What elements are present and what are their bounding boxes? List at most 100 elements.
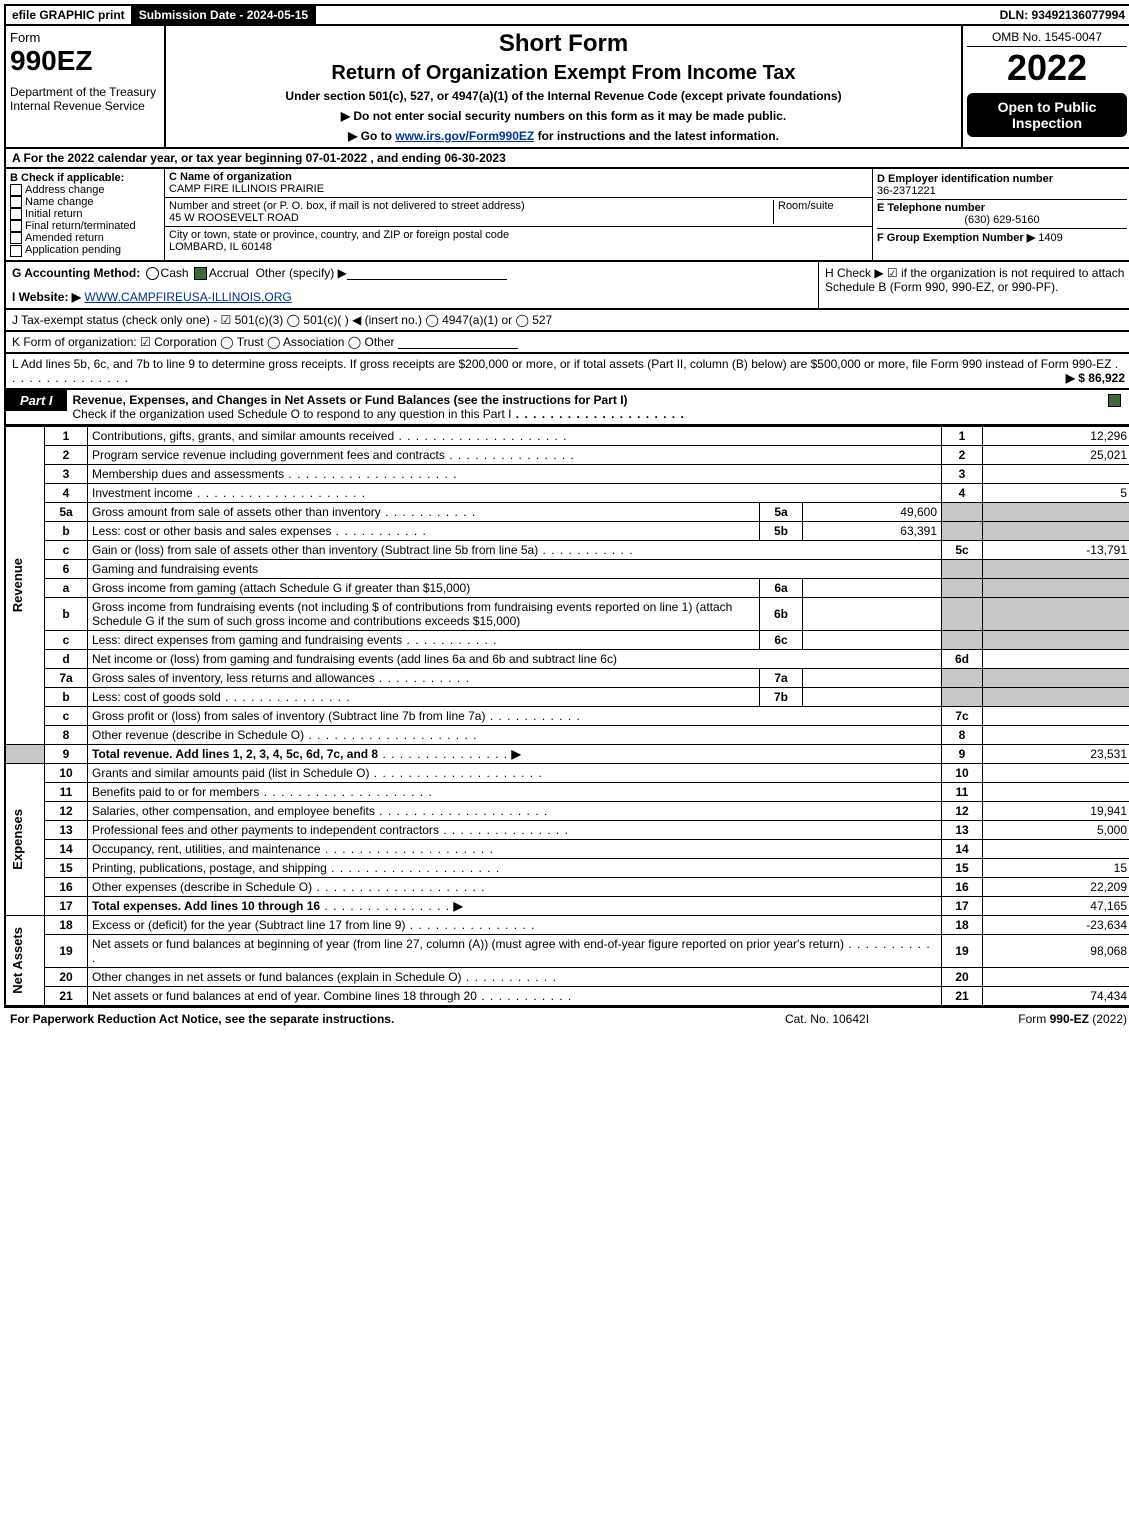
chk-initial-return[interactable]: Initial return — [10, 208, 160, 220]
submission-date-label: Submission Date - 2024-05-15 — [133, 6, 316, 24]
line-6-greybox — [942, 559, 983, 578]
box-b: B Check if applicable: Address change Na… — [6, 169, 165, 260]
line-6b-subvalue — [803, 597, 942, 630]
line-5b-num: b — [45, 521, 88, 540]
line-5a-num: 5a — [45, 502, 88, 521]
row-l-amount: ▶ $ 86,922 — [1066, 371, 1125, 385]
chk-application-pending[interactable]: Application pending — [10, 244, 160, 256]
chk-address-change[interactable]: Address change — [10, 184, 160, 196]
website-link[interactable]: WWW.CAMPFIREUSA-ILLINOIS.ORG — [84, 290, 291, 304]
line-6-desc: Gaming and fundraising events — [88, 559, 942, 578]
title-short-form: Short Form — [174, 30, 953, 58]
line-8-value — [983, 725, 1129, 744]
org-name: CAMP FIRE ILLINOIS PRAIRIE — [169, 183, 868, 195]
line-6-greyval — [983, 559, 1129, 578]
line-13-box: 13 — [942, 820, 983, 839]
line-6d-value — [983, 649, 1129, 668]
section-net-assets: Net Assets — [5, 915, 45, 1006]
line-21-box: 21 — [942, 986, 983, 1006]
line-10-value — [983, 763, 1129, 782]
h-check-text: H Check ▶ ☑ if the organization is not r… — [818, 262, 1129, 308]
line-6c-sub: 6c — [760, 630, 803, 649]
line-11-box: 11 — [942, 782, 983, 801]
line-6b-desc: Gross income from fundraising events (no… — [88, 597, 760, 630]
line-15-num: 15 — [45, 858, 88, 877]
line-5c-num: c — [45, 540, 88, 559]
row-k-other-input[interactable] — [398, 336, 518, 349]
chk-name-change[interactable]: Name change — [10, 196, 160, 208]
line-20-desc: Other changes in net assets or fund bala… — [88, 967, 942, 986]
section-revenue: Revenue — [5, 426, 45, 744]
line-6b-num: b — [45, 597, 88, 630]
street-label: Number and street (or P. O. box, if mail… — [169, 200, 769, 212]
line-7c-box: 7c — [942, 706, 983, 725]
line-10-num: 10 — [45, 763, 88, 782]
line-6b-greybox — [942, 597, 983, 630]
part-i-check[interactable] — [1108, 394, 1121, 407]
i-label: I Website: ▶ — [12, 290, 81, 304]
line-5c-desc: Gain or (loss) from sale of assets other… — [88, 540, 942, 559]
line-6-num: 6 — [45, 559, 88, 578]
line-5a-greyval — [983, 502, 1129, 521]
line-13-num: 13 — [45, 820, 88, 839]
line-3-value — [983, 464, 1129, 483]
street-value: 45 W ROOSEVELT ROAD — [169, 212, 769, 224]
line-15-box: 15 — [942, 858, 983, 877]
top-bar: efile GRAPHIC print Submission Date - 20… — [4, 4, 1129, 26]
line-12-desc: Salaries, other compensation, and employ… — [88, 801, 942, 820]
line-19-num: 19 — [45, 934, 88, 967]
line-6a-num: a — [45, 578, 88, 597]
chk-accrual[interactable] — [194, 267, 207, 280]
line-4-box: 4 — [942, 483, 983, 502]
dln-label: DLN: 93492136077994 — [994, 6, 1129, 24]
line-15-value: 15 — [983, 858, 1129, 877]
line-4-desc: Investment income — [88, 483, 942, 502]
omb-number: OMB No. 1545-0047 — [967, 30, 1127, 47]
line-6d-box: 6d — [942, 649, 983, 668]
note-ssn-warning: ▶ Do not enter social security numbers o… — [174, 109, 953, 123]
box-d-e-f: D Employer identification number 36-2371… — [872, 169, 1129, 260]
line-2-desc: Program service revenue including govern… — [88, 445, 942, 464]
chk-amended-return[interactable]: Amended return — [10, 232, 160, 244]
line-16-box: 16 — [942, 877, 983, 896]
line-7b-greyval — [983, 687, 1129, 706]
box-b-header: B Check if applicable: — [10, 172, 160, 184]
chk-cash[interactable] — [146, 267, 159, 280]
line-4-value: 5 — [983, 483, 1129, 502]
line-5b-sub: 5b — [760, 521, 803, 540]
line-5a-subvalue: 49,600 — [803, 502, 942, 521]
line-9-box: 9 — [942, 744, 983, 763]
line-17-arrow: ▶ — [453, 899, 462, 913]
efile-print-button[interactable]: efile GRAPHIC print — [6, 6, 133, 24]
other-input[interactable] — [347, 267, 507, 280]
row-j: J Tax-exempt status (check only one) - ☑… — [4, 310, 1129, 332]
subtitle: Under section 501(c), 527, or 4947(a)(1)… — [174, 89, 953, 103]
line-6d-desc: Net income or (loss) from gaming and fun… — [88, 649, 942, 668]
line-8-num: 8 — [45, 725, 88, 744]
line-7c-value — [983, 706, 1129, 725]
line-15-desc: Printing, publications, postage, and shi… — [88, 858, 942, 877]
irs-link[interactable]: www.irs.gov/Form990EZ — [395, 129, 534, 143]
footer-left: For Paperwork Reduction Act Notice, see … — [10, 1012, 727, 1026]
row-l-text: L Add lines 5b, 6c, and 7b to line 9 to … — [12, 357, 1111, 371]
line-12-num: 12 — [45, 801, 88, 820]
line-20-value — [983, 967, 1129, 986]
line-6c-subvalue — [803, 630, 942, 649]
line-1-num: 1 — [45, 426, 88, 445]
line-16-value: 22,209 — [983, 877, 1129, 896]
line-7a-sub: 7a — [760, 668, 803, 687]
line-6a-desc: Gross income from gaming (attach Schedul… — [88, 578, 760, 597]
line-5b-desc: Less: cost or other basis and sales expe… — [88, 521, 760, 540]
form-number: 990EZ — [10, 45, 160, 77]
line-6c-num: c — [45, 630, 88, 649]
line-2-box: 2 — [942, 445, 983, 464]
chk-final-return[interactable]: Final return/terminated — [10, 220, 160, 232]
line-5b-greybox — [942, 521, 983, 540]
note-goto: ▶ Go to www.irs.gov/Form990EZ for instru… — [174, 129, 953, 143]
line-6a-greybox — [942, 578, 983, 597]
line-20-num: 20 — [45, 967, 88, 986]
line-7a-greyval — [983, 668, 1129, 687]
line-14-num: 14 — [45, 839, 88, 858]
line-13-desc: Professional fees and other payments to … — [88, 820, 942, 839]
line-10-box: 10 — [942, 763, 983, 782]
